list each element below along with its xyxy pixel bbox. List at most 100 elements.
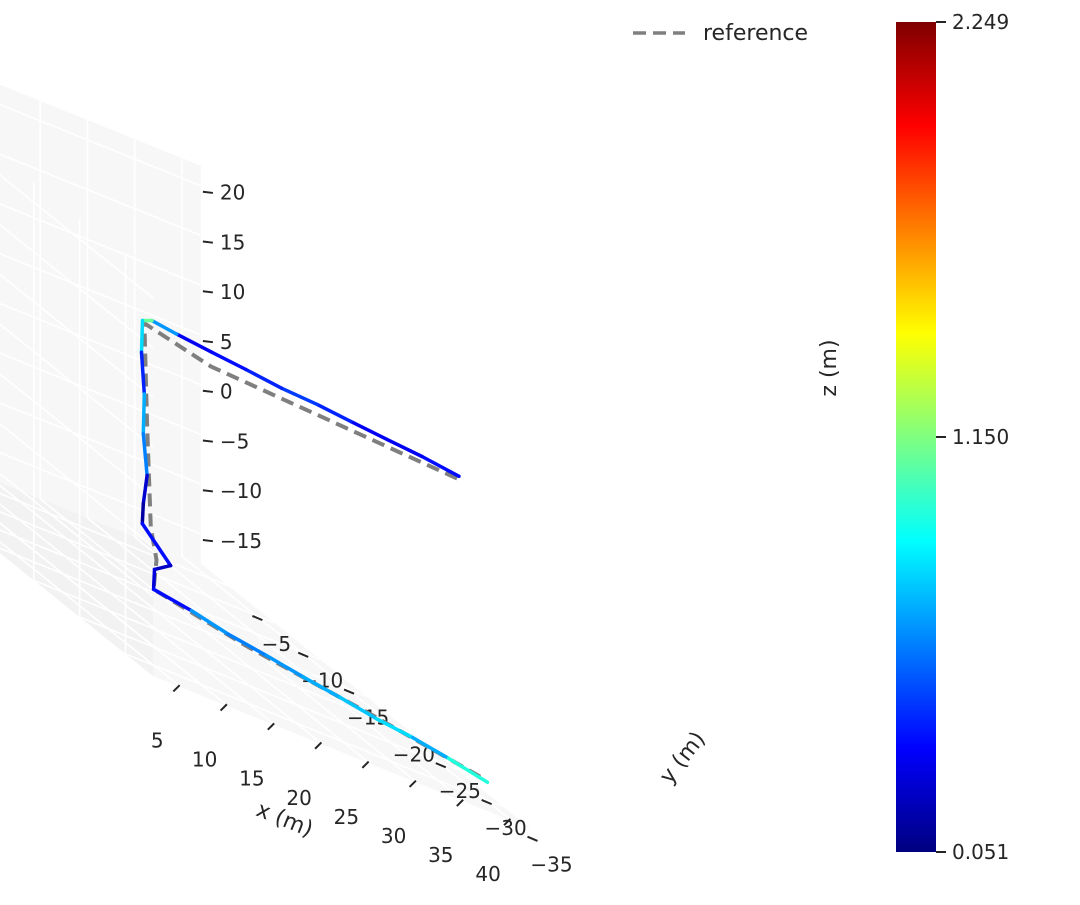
estimate-segment — [141, 473, 149, 506]
grid-line-z-back — [0, 203, 202, 286]
x-tick-label: 30 — [381, 824, 406, 848]
z-tick-label: −10 — [220, 479, 262, 503]
x-tick-label: 15 — [239, 767, 264, 791]
y-axis-label: y (m) — [655, 727, 711, 789]
back-pane — [0, 84, 201, 564]
x-tick — [219, 703, 228, 712]
estimate-segment — [154, 542, 173, 568]
estimate-segment — [209, 350, 248, 372]
grid-line-z-back — [0, 153, 202, 237]
grid-line-z-left — [0, 223, 154, 349]
z-tick-label: −5 — [220, 430, 249, 454]
x-tick-label: 35 — [428, 843, 453, 867]
estimate-segment — [244, 367, 284, 391]
grid-line-z-back — [0, 103, 202, 187]
z-tick — [202, 489, 213, 493]
z-tick — [202, 389, 213, 393]
x-tick — [361, 760, 370, 769]
estimate-segment — [264, 653, 305, 679]
estimate-segment — [338, 695, 379, 721]
estimate-segment — [141, 431, 149, 478]
grid-line-z-back — [0, 252, 202, 336]
grid-line-y-floor — [79, 616, 458, 771]
z-axis-label: z (m) — [817, 339, 842, 396]
estimate-segment — [410, 735, 451, 761]
x-tick — [172, 684, 181, 693]
grid-line-z-back — [0, 451, 202, 535]
grid-line-z-left — [0, 373, 154, 498]
estimate-segment — [140, 521, 159, 547]
x-tick-label: 5 — [151, 729, 164, 753]
y-tick — [435, 762, 447, 769]
estimate-segment — [150, 318, 179, 336]
colorbar-tick-label: 2.249 — [952, 10, 1009, 34]
x-tick-label: 10 — [192, 748, 217, 772]
x-tick — [267, 722, 275, 731]
grid-line-z-left — [0, 422, 154, 548]
grid-line-y-floor — [125, 653, 504, 808]
estimate-segment — [420, 454, 461, 479]
grid-line-z-back — [0, 352, 202, 436]
estimate-segment — [446, 756, 490, 785]
estimate-segment — [151, 567, 157, 592]
grid-line-z-back — [0, 302, 202, 386]
z-tick — [202, 190, 213, 194]
z-tick-label: 0 — [220, 380, 233, 404]
z-tick-label: −15 — [220, 529, 262, 553]
estimate-segment — [151, 587, 194, 613]
reference-line — [142, 321, 486, 781]
y-tick — [481, 798, 493, 806]
estimate-segment — [226, 632, 268, 658]
x-tick — [456, 799, 464, 807]
x-tick-label: 40 — [475, 862, 500, 886]
x-tick — [408, 779, 417, 788]
grid-line-z-left — [0, 323, 154, 448]
z-tick-label: 15 — [220, 231, 245, 255]
grid-line-z-back — [0, 402, 202, 485]
estimate-segment — [349, 419, 389, 442]
estimate-segment — [139, 318, 145, 355]
y-tick-label: −25 — [439, 779, 481, 803]
x-tick-label: 25 — [334, 805, 359, 829]
grid-line-y-floor — [0, 511, 275, 624]
estimate-segment — [189, 608, 230, 636]
z-tick-label: 10 — [220, 280, 245, 304]
estimate-segment — [141, 392, 147, 436]
estimate-segment — [385, 437, 424, 459]
estimate-segment — [315, 402, 353, 424]
z-tick — [202, 339, 213, 344]
grid-line-z-left — [0, 174, 154, 299]
y-tick-label: −15 — [347, 706, 389, 730]
z-tick — [202, 290, 213, 294]
z-tick — [202, 538, 213, 543]
colorbar-tick-label: 1.150 — [952, 425, 1009, 449]
colorbar-tick-label: 0.051 — [952, 840, 1009, 864]
estimate-segment — [174, 332, 214, 354]
y-tick — [252, 614, 263, 622]
grid-line-y-floor — [0, 547, 367, 698]
grid-line-z-left — [0, 522, 154, 647]
z-tick — [202, 439, 213, 443]
trajectory-lines — [139, 318, 490, 785]
y-tick-label: −35 — [530, 853, 572, 877]
colorbar: 2.249 1.150 0.051 — [896, 10, 1009, 864]
estimate-segment — [140, 501, 146, 526]
y-tick — [343, 688, 355, 695]
z-tick — [202, 240, 213, 244]
y-tick — [527, 835, 538, 842]
colorbar-gradient — [896, 22, 936, 852]
x-tick — [503, 818, 512, 826]
grid-line-y-floor — [0, 529, 321, 661]
grid-line-y-floor — [33, 579, 413, 734]
legend: reference — [633, 21, 808, 46]
y-tick-label: −5 — [262, 632, 291, 656]
y-tick-label: −30 — [484, 816, 526, 840]
x-tick-label: 20 — [286, 786, 311, 810]
x-tick — [314, 741, 323, 750]
estimate-segment — [374, 717, 415, 740]
grid-line-z-left — [0, 273, 154, 399]
estimate-segment — [301, 675, 342, 700]
grid-line-z-left — [0, 472, 154, 598]
